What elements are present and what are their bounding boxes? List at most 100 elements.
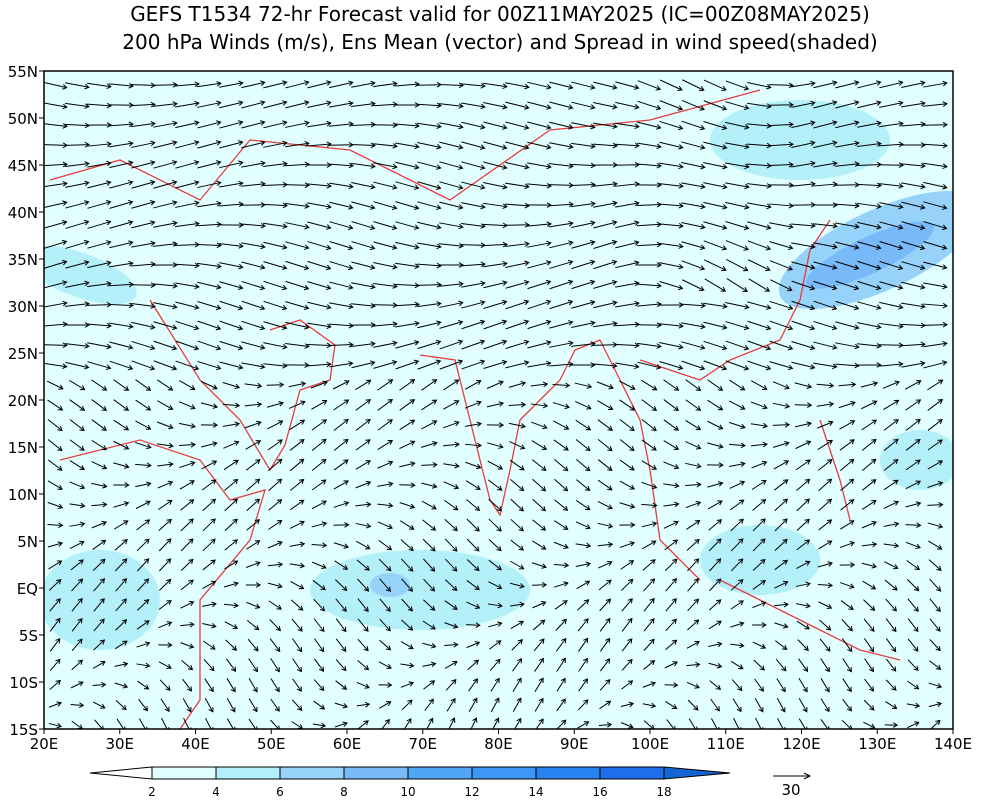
wind-vector — [114, 640, 128, 650]
wind-vector — [266, 382, 285, 388]
wind-vector — [377, 419, 393, 431]
wind-vector — [109, 140, 134, 148]
wind-vector — [224, 478, 239, 491]
wind-vector — [461, 102, 486, 110]
wind-vector — [373, 262, 398, 270]
wind-vector — [530, 381, 549, 388]
wind-vector — [395, 221, 420, 230]
y-tick-label: 10S — [9, 674, 38, 692]
wind-vector — [379, 701, 392, 709]
wind-vector — [879, 202, 904, 210]
wind-vector — [772, 421, 791, 428]
wind-vector — [241, 160, 266, 168]
wind-vector — [725, 201, 750, 210]
wind-vector — [335, 659, 347, 672]
wind-vector — [577, 637, 589, 652]
wind-vector — [71, 578, 84, 592]
wind-vector — [399, 482, 416, 488]
wind-vector — [438, 82, 464, 89]
wind-vector — [285, 222, 310, 230]
wind-vector — [131, 180, 156, 189]
wind-vector — [746, 162, 772, 169]
wind-vector — [576, 479, 591, 492]
wind-vector — [817, 439, 834, 450]
wind-vector — [747, 340, 772, 351]
wind-vector — [884, 579, 898, 591]
wind-vector — [659, 202, 684, 209]
wind-vector — [637, 342, 662, 349]
wind-vector — [791, 140, 816, 148]
wind-vector — [182, 698, 192, 713]
wind-vector — [224, 621, 239, 630]
wind-vector — [768, 141, 794, 148]
wind-vector — [593, 259, 618, 270]
wind-vector — [642, 702, 657, 709]
wind-vector — [466, 518, 480, 532]
wind-vector — [438, 262, 464, 268]
wind-vector — [643, 597, 655, 612]
wind-vector — [754, 698, 764, 713]
wind-vector — [175, 81, 200, 88]
wind-vector — [290, 599, 304, 611]
wind-vector — [197, 281, 222, 290]
wind-vector — [619, 399, 636, 411]
wind-vector — [421, 399, 438, 411]
y-tick-label: 55N — [8, 63, 38, 81]
wind-vector — [818, 498, 833, 512]
wind-vector — [200, 422, 219, 428]
wind-vector — [400, 520, 415, 530]
wind-vector — [93, 597, 105, 612]
wind-vector — [131, 261, 156, 268]
wind-vector — [730, 538, 744, 552]
wind-vector — [357, 618, 369, 633]
wind-vector — [532, 478, 547, 492]
colorbar-swatch — [151, 766, 217, 780]
wind-vector — [314, 658, 325, 672]
wind-vector — [373, 81, 398, 88]
wind-vector — [224, 498, 238, 512]
wind-vector — [285, 120, 310, 128]
wind-vector — [379, 639, 392, 651]
wind-vector — [663, 419, 679, 431]
wind-vector — [663, 399, 680, 412]
wind-vector — [879, 183, 904, 189]
wind-vector — [708, 662, 723, 669]
wind-vector — [729, 379, 746, 391]
wind-vector — [201, 441, 218, 448]
wind-vector — [927, 418, 943, 431]
wind-vector — [772, 402, 791, 409]
wind-vector — [750, 422, 769, 429]
wind-vector — [835, 100, 860, 109]
wind-vector — [263, 80, 288, 89]
wind-vector — [791, 361, 816, 370]
wind-vector — [730, 642, 745, 649]
wind-vector — [791, 80, 816, 88]
wind-vector — [201, 479, 217, 491]
wind-vector — [512, 657, 523, 672]
wind-vector — [857, 301, 882, 310]
wind-vector — [527, 260, 552, 269]
wind-vector — [152, 262, 178, 268]
wind-vector — [817, 420, 834, 429]
wind-vector — [69, 419, 85, 432]
wind-vector — [175, 140, 200, 149]
wind-vector — [664, 661, 679, 669]
wind-vector — [65, 301, 90, 307]
wind-vector — [288, 400, 306, 409]
wind-vector — [641, 502, 658, 509]
wind-vector — [637, 142, 662, 150]
x-tick-label: 140E — [934, 735, 972, 753]
wind-vector — [901, 302, 926, 310]
wind-vector — [531, 582, 548, 588]
wind-vector — [725, 101, 750, 110]
wind-vector — [47, 399, 64, 411]
wind-vector — [776, 697, 786, 713]
wind-vector — [87, 361, 112, 370]
wind-vector — [637, 80, 662, 91]
wind-vector — [373, 340, 398, 348]
wind-vector — [135, 420, 152, 430]
wind-vector — [879, 361, 904, 368]
wind-vector — [795, 459, 811, 471]
wind-vector — [307, 241, 332, 251]
wind-vector — [270, 658, 280, 673]
